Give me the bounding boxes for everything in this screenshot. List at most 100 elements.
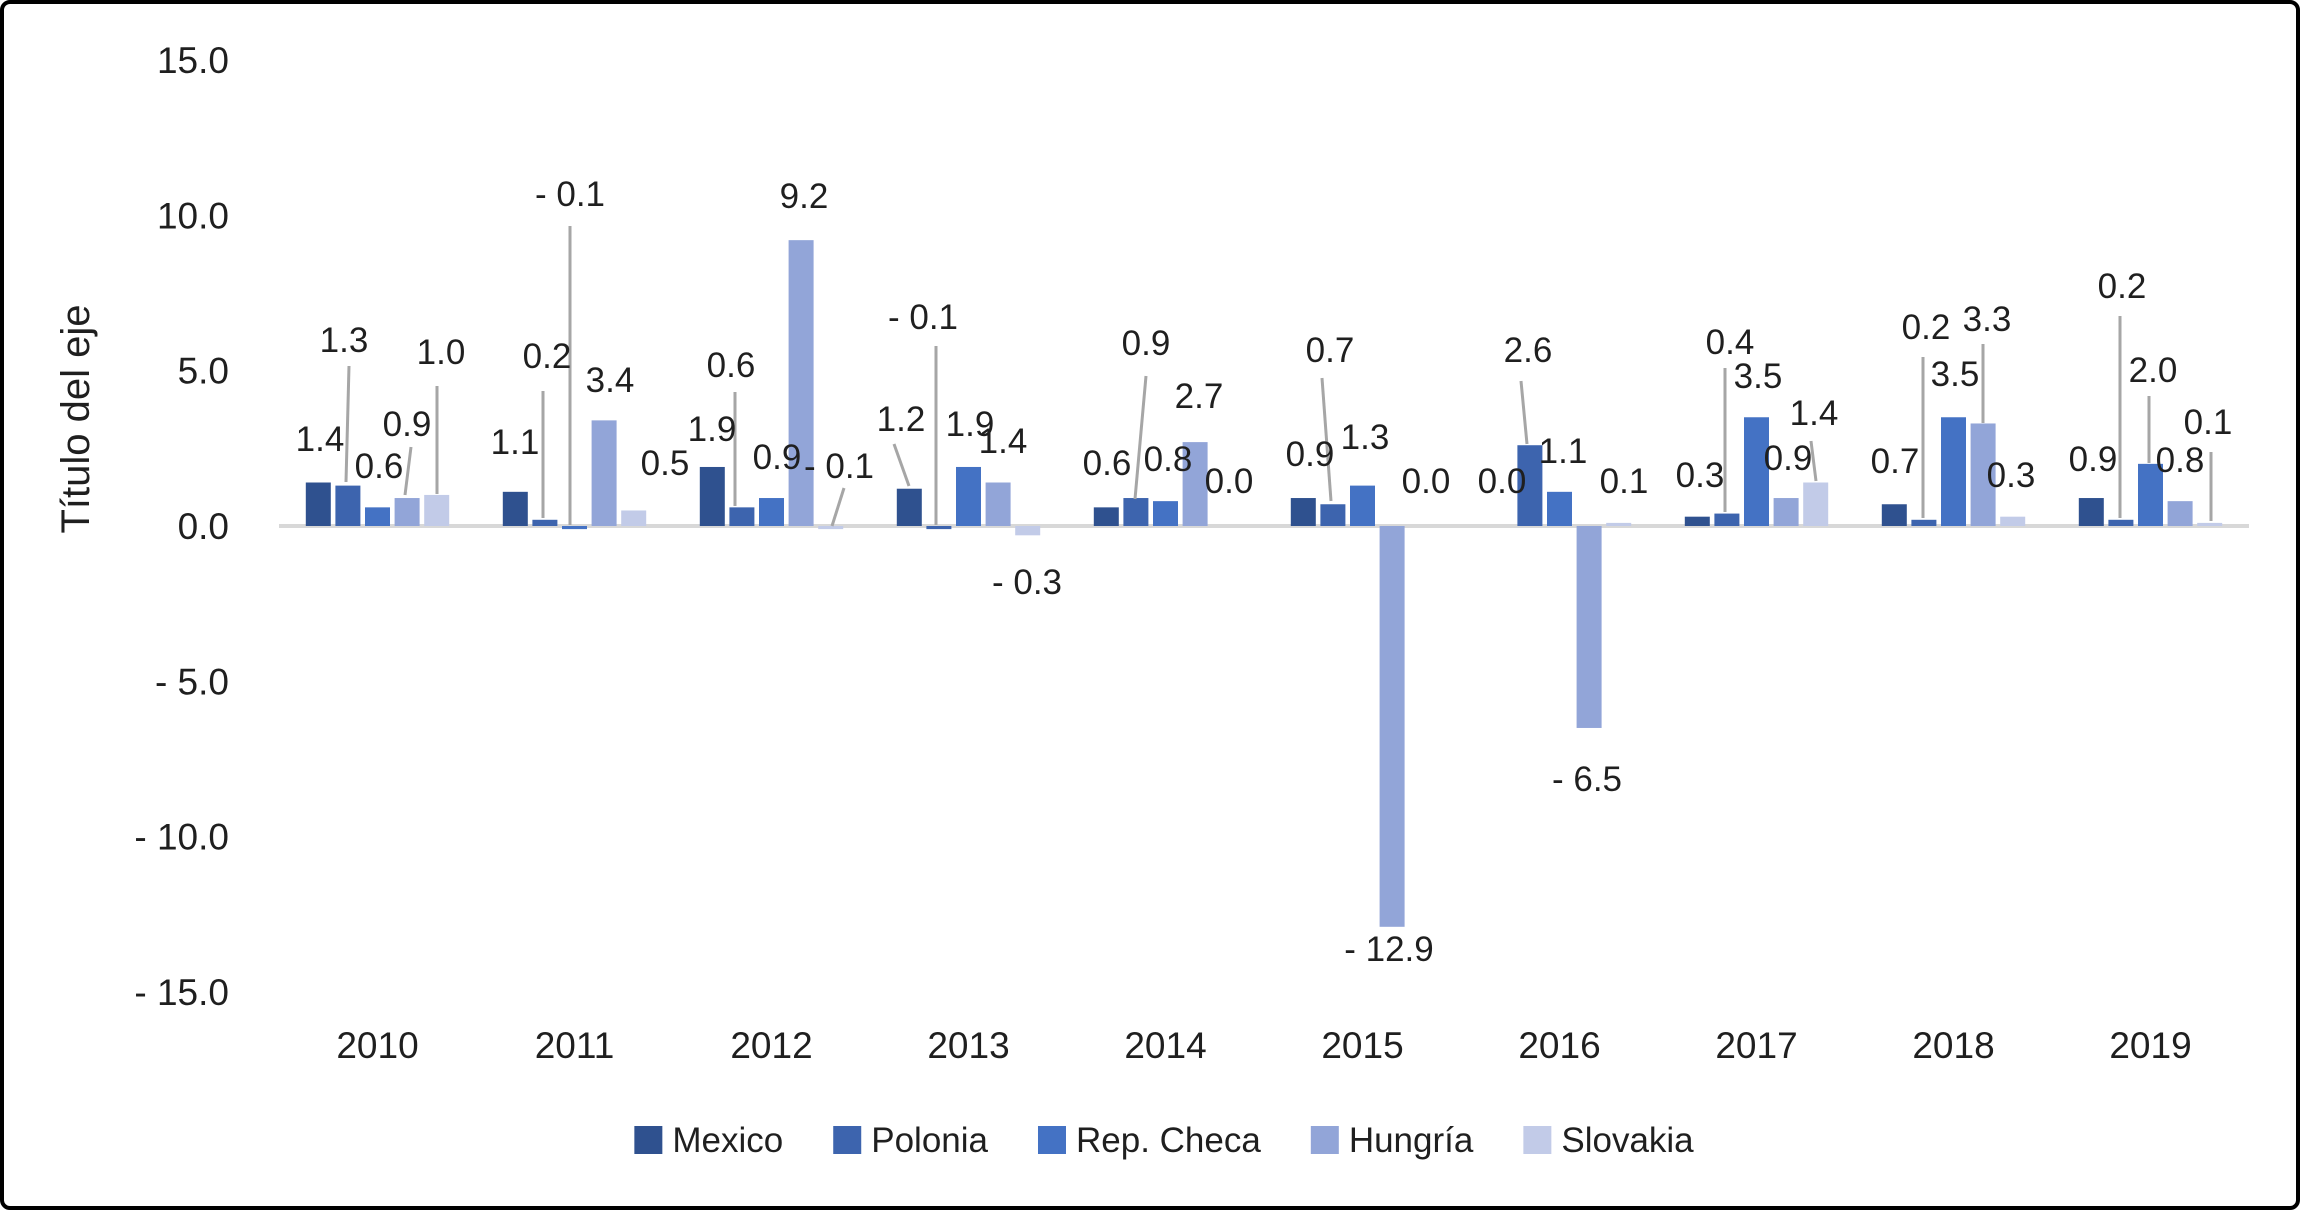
bar-rep-checa-2014 [1153, 501, 1178, 526]
bar-slovakia-2018 [2000, 516, 2026, 526]
y-axis-title: Título del eje [54, 304, 98, 533]
x-tick-label: 2016 [1518, 1025, 1600, 1066]
data-label: 1.3 [1341, 418, 1390, 457]
bars-layer [305, 240, 2223, 927]
data-label: 1.1 [491, 423, 540, 462]
data-label: 2.0 [2129, 351, 2178, 390]
bar-polonia-2013 [926, 526, 952, 530]
data-label: 0.1 [1600, 462, 1649, 501]
bar-hungr-a-2014 [1182, 442, 1208, 526]
data-label: - 12.9 [1344, 930, 1434, 969]
data-label: 0.4 [1706, 323, 1755, 362]
legend-label: Hungría [1349, 1121, 1474, 1160]
x-tick-label: 2017 [1715, 1025, 1797, 1066]
x-tick-label: 2018 [1912, 1025, 1994, 1066]
bar-polonia-2015 [1320, 504, 1346, 526]
bar-hungr-a-2010 [394, 498, 420, 526]
data-label: 9.2 [780, 177, 829, 216]
y-tick-label: - 5.0 [155, 661, 229, 702]
data-label: 0.0 [1205, 462, 1254, 501]
data-label: 0.2 [2098, 267, 2147, 306]
data-label: 1.4 [979, 422, 1028, 461]
bar-rep-checa-2010 [365, 507, 390, 526]
data-label: 0.6 [1083, 444, 1132, 483]
bar-mexico-2019 [2078, 498, 2104, 526]
x-tick-label: 2019 [2109, 1025, 2191, 1066]
legend-swatch [833, 1126, 862, 1154]
data-label: 1.1 [1539, 432, 1588, 471]
bar-hungr-a-2011 [591, 420, 617, 526]
legend-label: Slovakia [1561, 1121, 1694, 1160]
bar-hungr-a-2015 [1379, 526, 1405, 927]
data-label: 0.9 [753, 438, 802, 477]
bar-polonia-2014 [1123, 498, 1149, 526]
data-label: 1.4 [296, 420, 345, 459]
legend-item: Mexico [634, 1121, 783, 1160]
data-label-leader-line [1320, 377, 1333, 502]
y-axis-tick-labels: 15.0 10.0 5.0 0.0 - 5.0 - 10.0 - 15.0 [134, 40, 229, 1013]
data-label: 0.6 [707, 346, 756, 385]
bar-hungr-a-2013 [985, 482, 1011, 526]
bar-polonia-2017 [1714, 513, 1740, 526]
x-tick-label: 2010 [336, 1025, 418, 1066]
bar-polonia-2011 [532, 519, 558, 526]
data-label: 1.9 [688, 410, 737, 449]
data-label: 3.3 [1963, 300, 2012, 339]
data-label: 0.6 [355, 447, 404, 486]
legend-item: Polonia [833, 1121, 989, 1160]
data-label: 1.0 [417, 333, 466, 372]
bar-mexico-2015 [1290, 498, 1316, 526]
data-label: 0.7 [1306, 331, 1355, 370]
bar-mexico-2014 [1093, 507, 1119, 526]
bar-polonia-2010 [335, 485, 361, 526]
data-label: - 6.5 [1552, 760, 1622, 799]
bar-hungr-a-2019 [2167, 501, 2193, 526]
data-label-leader-line [344, 365, 351, 483]
bar-rep-checa-2018 [1941, 417, 1966, 526]
data-label: 0.5 [641, 444, 690, 483]
data-label: 1.4 [1790, 394, 1839, 433]
legend-swatch [1037, 1126, 1066, 1154]
bar-hungr-a-2012 [788, 240, 814, 526]
data-label: - 0.1 [888, 298, 958, 337]
legend-label: Mexico [672, 1121, 783, 1160]
x-tick-label: 2012 [730, 1025, 812, 1066]
legend-swatch [1310, 1126, 1339, 1154]
x-axis-tick-labels: 2010 2011 2012 2013 2014 2015 2016 2017 2018 2019 [336, 1025, 2191, 1066]
bar-mexico-2013 [896, 488, 922, 526]
y-tick-label: 5.0 [178, 351, 229, 392]
bar-rep-checa-2017 [1744, 417, 1769, 526]
y-tick-label: 10.0 [157, 195, 229, 236]
bar-slovakia-2011 [621, 510, 647, 526]
bar-polonia-2019 [2108, 519, 2134, 526]
data-label: 1.9 [946, 405, 995, 444]
bar-rep-checa-2019 [2138, 463, 2163, 526]
bar-rep-checa-2016 [1547, 491, 1572, 526]
bar-rep-checa-2013 [956, 466, 981, 526]
bar-slovakia-2017 [1803, 482, 1829, 526]
legend: Mexico Polonia Rep. Checa Hungría Slovakia [634, 1121, 1694, 1160]
y-tick-label: - 10.0 [134, 817, 229, 858]
bar-rep-checa-2012 [759, 498, 784, 526]
data-label: 0.2 [1902, 308, 1951, 347]
bar-hungr-a-2016 [1576, 526, 1602, 728]
legend-swatch [634, 1126, 663, 1154]
data-label-leader-line [892, 443, 911, 487]
data-label: - 0.1 [535, 175, 605, 214]
data-label: 0.9 [1286, 435, 1335, 474]
x-tick-label: 2015 [1321, 1025, 1403, 1066]
data-labels-layer: 1.4 1.1 1.9 1.20.6 0.90.0 0.3 0.7 0.91.3 0.2 0.6-… [296, 175, 2233, 969]
y-tick-label: 0.0 [178, 506, 229, 547]
data-label: 0.0 [1478, 462, 1527, 501]
data-label: 1.3 [320, 321, 369, 360]
x-tick-label: 2013 [927, 1025, 1009, 1066]
data-label: 3.5 [1734, 357, 1783, 396]
y-tick-label: 15.0 [157, 40, 229, 81]
data-label: 3.4 [586, 361, 635, 400]
bar-polonia-2016 [1517, 445, 1543, 526]
bar-mexico-2018 [1881, 504, 1907, 526]
data-label: 0.2 [523, 337, 572, 376]
data-label: 0.9 [383, 405, 432, 444]
bar-mexico-2017 [1684, 516, 1710, 526]
